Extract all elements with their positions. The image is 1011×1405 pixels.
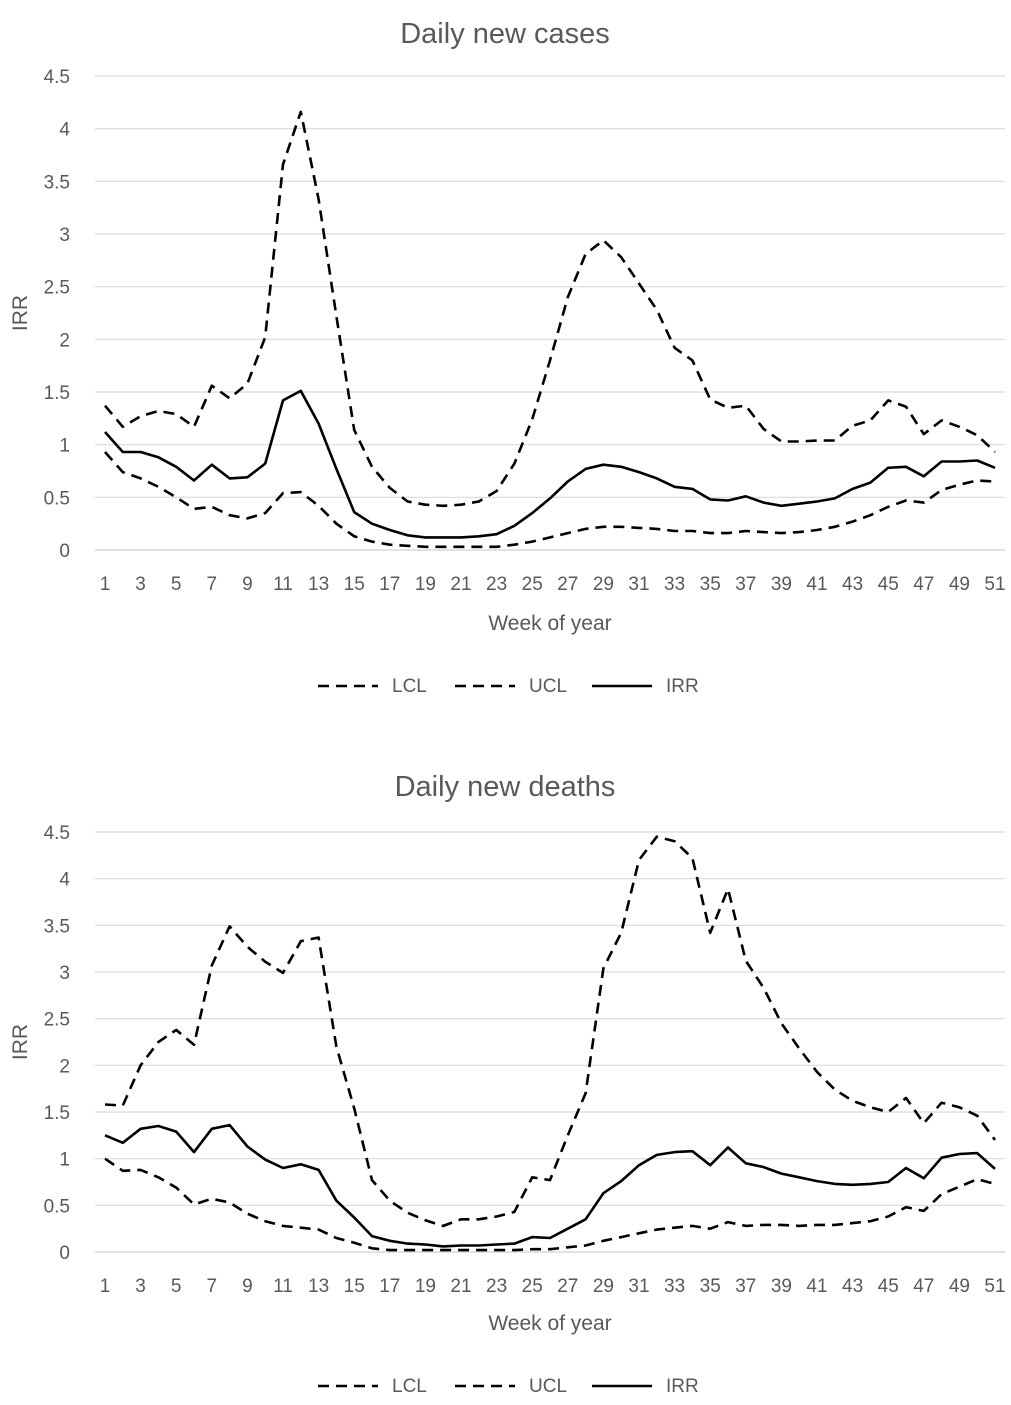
x-tick-label: 23 (486, 1276, 507, 1297)
y-tick-label: 2.5 (44, 278, 70, 299)
series-line-irr (104, 1123, 996, 1248)
x-tick-label: 39 (771, 574, 792, 595)
series-line-ucl (104, 835, 997, 1228)
y-tick-label: 3 (59, 963, 70, 984)
y-tick-label: 1.5 (44, 1103, 70, 1124)
x-tick-label: 33 (664, 574, 685, 595)
x-tick-label: 51 (984, 574, 1005, 595)
y-tick-label: 0.5 (44, 1196, 70, 1217)
legend-label-ucl: UCL (529, 676, 567, 697)
x-tick-label: 51 (984, 1276, 1005, 1297)
y-tick-label: 4.5 (44, 823, 70, 844)
legend-label-ucl: UCL (529, 1376, 567, 1397)
series-line-lcl (104, 1157, 996, 1252)
x-axis-title: Week of year (488, 1312, 611, 1335)
chart-title: Daily new deaths (395, 771, 616, 803)
y-tick-label: 4 (59, 120, 70, 141)
x-tick-label: 31 (628, 574, 649, 595)
y-tick-label: 2 (59, 330, 70, 351)
x-tick-label: 1 (100, 574, 111, 595)
series-line-lcl (104, 451, 996, 549)
y-tick-label: 0 (59, 1243, 70, 1264)
x-tick-label: 3 (135, 1276, 146, 1297)
y-tick-label: 3 (59, 225, 70, 246)
x-tick-label: 49 (949, 574, 970, 595)
x-tick-label: 19 (415, 1276, 436, 1297)
y-axis-title: IRR (9, 1024, 32, 1060)
x-tick-label: 45 (878, 574, 899, 595)
y-tick-label: 1 (59, 1150, 70, 1171)
x-tick-label: 41 (806, 1276, 827, 1297)
y-tick-label: 3.5 (44, 172, 70, 193)
x-tick-label: 29 (593, 574, 614, 595)
y-tick-label: 0 (59, 541, 70, 562)
x-tick-label: 47 (913, 1276, 934, 1297)
y-tick-label: 3.5 (44, 916, 70, 937)
x-tick-label: 35 (700, 574, 721, 595)
x-tick-label: 3 (135, 574, 146, 595)
x-tick-label: 29 (593, 1276, 614, 1297)
x-tick-label: 43 (842, 574, 863, 595)
x-tick-label: 25 (522, 1276, 543, 1297)
x-tick-label: 19 (415, 574, 436, 595)
legend-label-irr: IRR (666, 1376, 699, 1397)
x-tick-label: 17 (379, 574, 400, 595)
x-tick-label: 9 (242, 574, 253, 595)
x-tick-label: 31 (628, 1276, 649, 1297)
x-tick-label: 41 (806, 574, 827, 595)
y-tick-label: 4 (59, 870, 70, 891)
y-tick-label: 1 (59, 436, 70, 457)
x-axis-title: Week of year (488, 612, 611, 635)
x-tick-label: 37 (735, 1276, 756, 1297)
legend-label-irr: IRR (666, 676, 699, 697)
x-tick-label: 9 (242, 1276, 253, 1297)
x-tick-label: 21 (450, 574, 471, 595)
x-tick-label: 49 (949, 1276, 970, 1297)
y-tick-label: 2 (59, 1056, 70, 1077)
x-tick-label: 7 (207, 1276, 218, 1297)
x-tick-label: 35 (700, 1276, 721, 1297)
x-tick-label: 1 (100, 1276, 111, 1297)
x-tick-label: 27 (557, 1276, 578, 1297)
y-tick-label: 2.5 (44, 1010, 70, 1031)
x-tick-label: 23 (486, 574, 507, 595)
legend-label-lcl: LCL (392, 676, 427, 697)
x-tick-label: 13 (308, 574, 329, 595)
x-tick-label: 15 (344, 1276, 365, 1297)
x-tick-label: 39 (771, 1276, 792, 1297)
x-tick-label: 7 (207, 574, 218, 595)
x-tick-label: 13 (308, 1276, 329, 1297)
legend-label-lcl: LCL (392, 1376, 427, 1397)
x-tick-label: 47 (913, 574, 934, 595)
x-tick-label: 15 (344, 574, 365, 595)
y-tick-label: 0.5 (44, 488, 70, 509)
series-line-irr (104, 389, 996, 539)
y-axis-title: IRR (9, 295, 32, 331)
x-tick-label: 33 (664, 1276, 685, 1297)
x-tick-label: 5 (171, 1276, 182, 1297)
x-tick-label: 11 (273, 1276, 293, 1297)
series-line-ucl (104, 110, 996, 508)
x-tick-label: 27 (557, 574, 578, 595)
x-tick-label: 5 (171, 574, 182, 595)
x-tick-label: 17 (379, 1276, 400, 1297)
chart-title: Daily new cases (400, 18, 610, 50)
x-tick-label: 21 (450, 1276, 471, 1297)
x-tick-label: 37 (735, 574, 756, 595)
y-tick-label: 1.5 (44, 383, 70, 404)
x-tick-label: 43 (842, 1276, 863, 1297)
x-tick-label: 25 (522, 574, 543, 595)
x-tick-label: 11 (273, 574, 293, 595)
x-tick-label: 45 (878, 1276, 899, 1297)
y-tick-label: 4.5 (44, 67, 70, 88)
